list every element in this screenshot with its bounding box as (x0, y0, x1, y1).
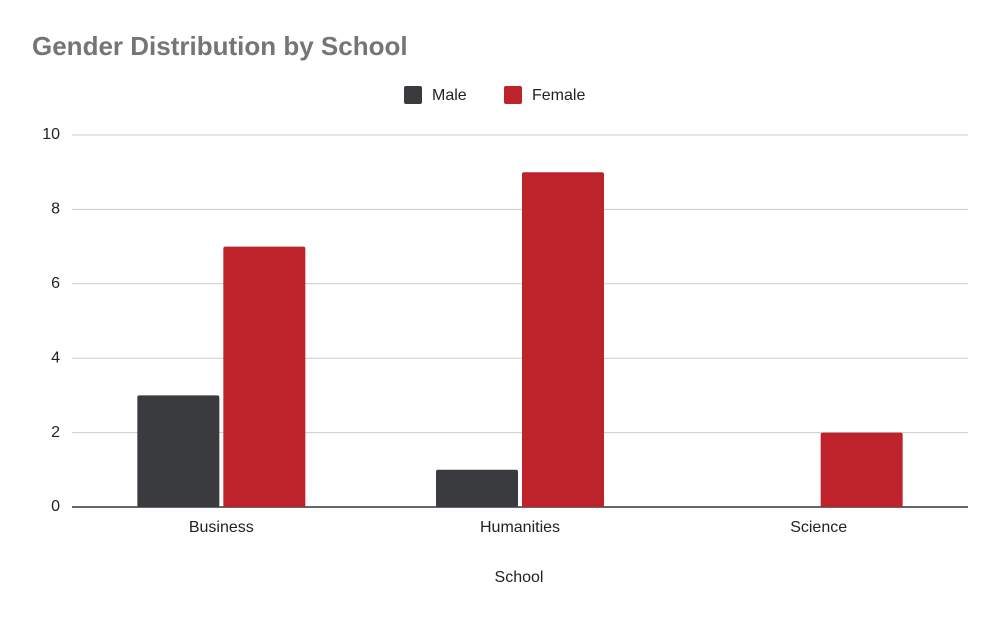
y-tick-label: 2 (51, 424, 60, 441)
legend-label: Male (432, 87, 467, 104)
bar (137, 395, 220, 507)
legend-swatch (404, 86, 422, 104)
legend-swatch (504, 86, 522, 104)
y-tick-label: 8 (51, 201, 60, 218)
x-axis-label: School (495, 569, 544, 586)
bar (522, 172, 604, 507)
x-tick-label: Humanities (480, 519, 560, 536)
legend-label: Female (532, 87, 585, 104)
y-tick-label: 4 (51, 349, 60, 366)
bar (820, 432, 903, 507)
x-tick-label: Business (189, 519, 254, 536)
chart-title: Gender Distribution by School (32, 31, 408, 61)
y-tick-label: 10 (42, 126, 60, 143)
bar (436, 469, 518, 507)
y-tick-label: 6 (51, 275, 60, 292)
y-tick-label: 0 (51, 498, 60, 515)
bar (223, 246, 306, 507)
x-tick-label: Science (790, 519, 847, 536)
